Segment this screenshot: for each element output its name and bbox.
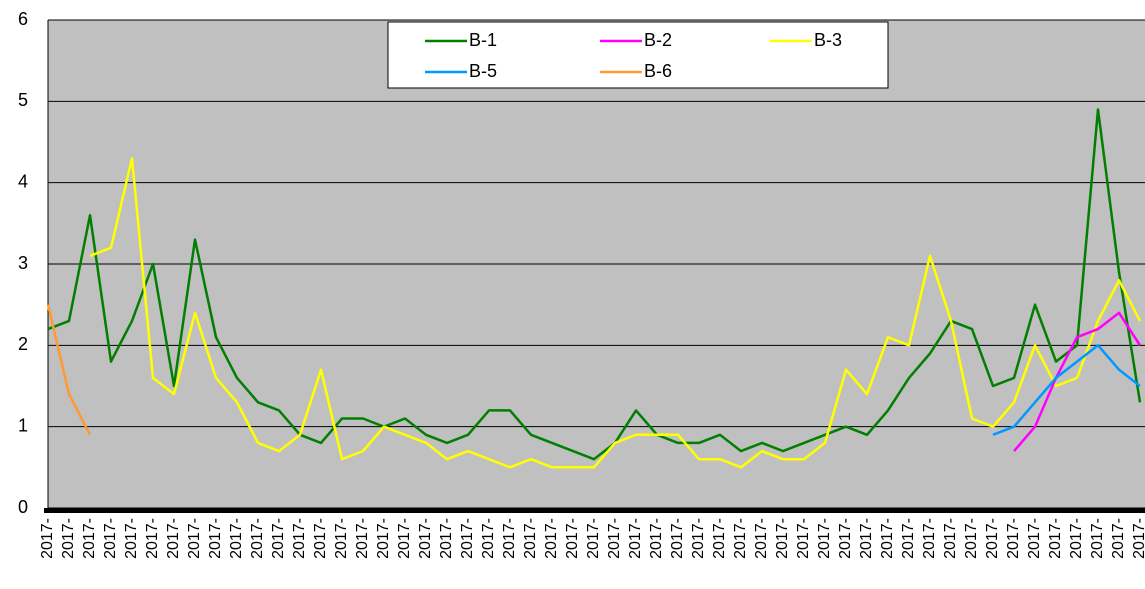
x-tick-label: 2017- [837, 518, 854, 559]
x-tick-label: 2017- [858, 518, 875, 559]
series-line [1013, 311, 1142, 452]
series-line [992, 344, 1141, 436]
x-tick-label: 2017- [501, 518, 518, 559]
x-tick-label: 2017- [774, 518, 791, 559]
x-tick-label: 2017- [606, 518, 623, 559]
y-tick-label: 0 [18, 497, 28, 517]
x-tick-label: 2017- [900, 518, 917, 559]
x-tick-label: 2017- [942, 518, 959, 559]
series-line [89, 157, 1142, 469]
legend-label: B-5 [469, 61, 497, 81]
x-tick-label: 2017- [963, 518, 980, 559]
legend-label: B-2 [644, 30, 672, 50]
x-tick-label: 2017- [333, 518, 350, 559]
x-tick-label: 2017- [732, 518, 749, 559]
x-tick-label: 2017- [165, 518, 182, 559]
x-tick-label: 2017- [522, 518, 539, 559]
x-tick-label: 2017- [648, 518, 665, 559]
y-tick-label: 5 [18, 90, 28, 110]
legend-label: B-3 [814, 30, 842, 50]
x-tick-label: 2017- [249, 518, 266, 559]
x-tick-label: 2017- [1068, 518, 1085, 559]
x-axis-base [44, 508, 1145, 513]
x-tick-label: 2017- [375, 518, 392, 559]
y-tick-label: 4 [18, 171, 28, 191]
y-tick-label: 3 [18, 253, 28, 273]
x-tick-label: 2017- [270, 518, 287, 559]
x-tick-label: 2017- [459, 518, 476, 559]
x-tick-label: 2017- [123, 518, 140, 559]
y-tick-label: 1 [18, 415, 28, 435]
x-tick-label: 2017- [1110, 518, 1127, 559]
x-tick-label: 2017- [438, 518, 455, 559]
x-tick-label: 2017- [816, 518, 833, 559]
series-line [46, 304, 92, 436]
x-tick-label: 2017- [1089, 518, 1106, 559]
legend-label: B-6 [644, 61, 672, 81]
x-tick-label: 2017- [795, 518, 812, 559]
x-tick-label: 2017- [1131, 518, 1145, 559]
x-tick-label: 2017- [879, 518, 896, 559]
legend [387, 21, 889, 89]
x-tick-label: 2017- [1047, 518, 1064, 559]
x-tick-label: 2017- [585, 518, 602, 559]
y-tick-label: 2 [18, 334, 28, 354]
x-tick-label: 2017- [186, 518, 203, 559]
x-tick-label: 2017- [102, 518, 119, 559]
x-tick-label: 2017- [60, 518, 77, 559]
x-tick-label: 2017- [984, 518, 1001, 559]
x-tick-label: 2017- [207, 518, 224, 559]
x-tick-label: 2017- [1026, 518, 1043, 559]
y-tick-label: 6 [18, 9, 28, 29]
x-tick-label: 2017- [39, 518, 56, 559]
x-tick-label: 2017- [354, 518, 371, 559]
x-tick-label: 2017- [480, 518, 497, 559]
x-tick-label: 2017- [921, 518, 938, 559]
x-tick-label: 2017- [396, 518, 413, 559]
x-tick-label: 2017- [627, 518, 644, 559]
x-tick-label: 2017- [690, 518, 707, 559]
x-tick-label: 2017- [417, 518, 434, 559]
x-tick-label: 2017- [291, 518, 308, 559]
x-tick-label: 2017- [1005, 518, 1022, 559]
legend-label: B-1 [469, 30, 497, 50]
x-tick-label: 2017- [312, 518, 329, 559]
x-tick-label: 2017- [753, 518, 770, 559]
x-tick-label: 2017- [669, 518, 686, 559]
series-line [47, 108, 1142, 461]
x-tick-label: 2017- [144, 518, 161, 559]
x-tick-label: 2017- [228, 518, 245, 559]
x-tick-label: 2017- [543, 518, 560, 559]
x-tick-label: 2017- [564, 518, 581, 559]
x-tick-label: 2017- [711, 518, 728, 559]
x-tick-label: 2017- [81, 518, 98, 559]
